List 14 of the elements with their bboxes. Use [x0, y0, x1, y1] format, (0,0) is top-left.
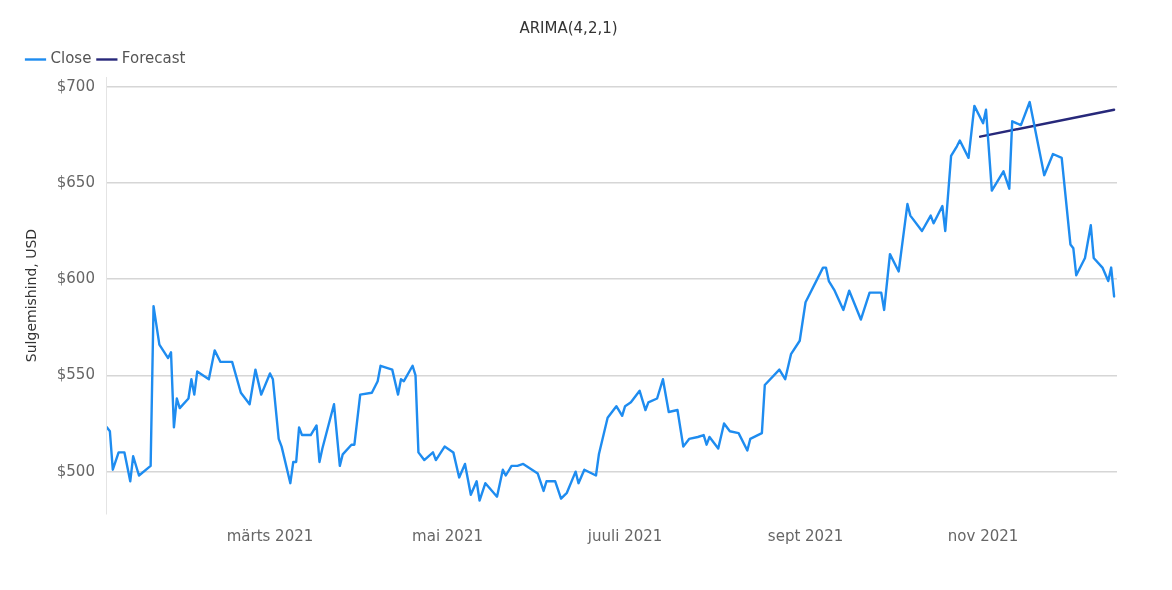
legend-label: Close	[50, 49, 92, 68]
y-tick-label: $550	[56, 365, 95, 384]
y-tick-label: $600	[56, 269, 95, 288]
x-tick-label: mai 2021	[412, 526, 483, 545]
legend-label: Forecast	[121, 49, 186, 68]
chart-title: ARIMA(4,2,1)	[519, 18, 618, 37]
x-tick-label: nov 2021	[947, 526, 1019, 545]
y-tick-label: $650	[56, 172, 95, 191]
y-axis-title: Sulgemishind, USD	[23, 228, 40, 363]
y-tick-label: $500	[56, 461, 95, 480]
y-tick-label: $700	[56, 76, 95, 95]
x-tick-label: juuli 2021	[586, 526, 663, 545]
x-tick-label: märts 2021	[226, 526, 314, 545]
x-tick-label: sept 2021	[767, 526, 844, 545]
